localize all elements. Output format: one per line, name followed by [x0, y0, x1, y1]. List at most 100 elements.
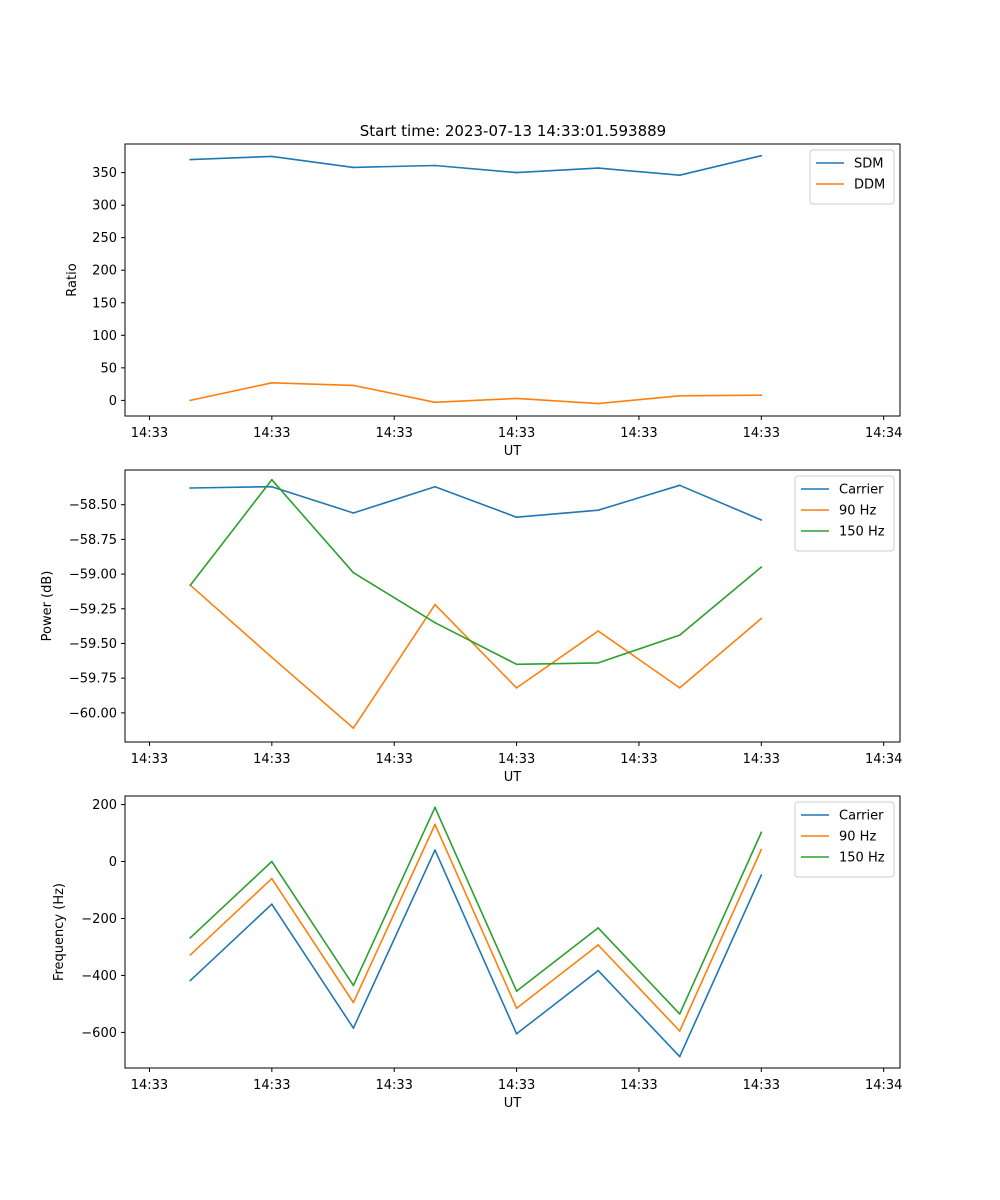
- y-tick-label: 250: [92, 231, 117, 246]
- legend-label: 150 Hz: [839, 525, 885, 540]
- y-tick-label: −58.75: [69, 533, 117, 548]
- data-point: [515, 990, 518, 992]
- legend-label: SDM: [854, 157, 883, 172]
- plot-frame: [124, 143, 901, 417]
- data-point: [352, 512, 355, 514]
- data-point: [515, 1007, 518, 1010]
- legend-label: 90 Hz: [839, 830, 876, 845]
- x-tick-label: 14:33: [375, 426, 412, 441]
- data-point: [434, 823, 436, 826]
- data-point: [760, 154, 763, 157]
- data-point: [678, 394, 681, 397]
- data-point: [189, 158, 192, 161]
- legend-label: 90 Hz: [839, 504, 876, 519]
- data-point: [515, 663, 518, 666]
- series-line-150-hz: [189, 478, 762, 666]
- data-point: [352, 984, 355, 987]
- data-point: [189, 979, 192, 982]
- legend-label: DDM: [854, 178, 885, 193]
- data-point: [352, 1027, 355, 1030]
- x-tick-label: 14:34: [865, 1078, 902, 1093]
- data-point: [189, 584, 192, 587]
- y-tick-label: −59.00: [69, 568, 117, 583]
- data-point: [515, 1032, 518, 1035]
- x-tick-label: 14:33: [498, 752, 535, 767]
- x-tick-label: 14:34: [865, 426, 902, 441]
- data-point: [270, 877, 273, 880]
- data-point: [760, 831, 763, 834]
- y-tick-label: 200: [92, 798, 117, 813]
- x-tick-label: 14:33: [743, 1078, 780, 1093]
- legend-label: Carrier: [839, 483, 884, 498]
- legend-label: Carrier: [839, 809, 884, 824]
- x-axis-label: UT: [504, 1096, 522, 1111]
- data-point: [352, 1001, 355, 1004]
- data-point: [597, 167, 600, 169]
- legend-box: [794, 801, 895, 878]
- x-tick-label: 14:33: [743, 426, 780, 441]
- y-tick-label: 0: [109, 394, 117, 409]
- data-point: [352, 727, 355, 730]
- data-point: [678, 484, 681, 487]
- data-point: [352, 571, 355, 574]
- data-point: [597, 926, 600, 929]
- x-tick-label: 14:33: [498, 426, 535, 441]
- data-point: [434, 603, 436, 606]
- y-tick-label: 350: [92, 166, 117, 181]
- data-point: [760, 874, 763, 877]
- y-tick-label: 100: [92, 329, 117, 344]
- y-tick-label: −600: [81, 1026, 117, 1041]
- x-tick-label: 14:33: [620, 426, 657, 441]
- data-point: [434, 621, 436, 624]
- legend-box: [794, 475, 895, 552]
- data-point: [434, 806, 436, 809]
- x-tick-label: 14:33: [743, 752, 780, 767]
- data-point: [434, 849, 436, 852]
- x-tick-label: 14:33: [253, 426, 290, 441]
- series-line-ddm: [190, 381, 762, 405]
- y-tick-label: −59.25: [69, 602, 117, 617]
- data-point: [270, 485, 273, 488]
- data-point: [678, 686, 681, 689]
- data-point: [597, 944, 600, 946]
- data-point: [515, 516, 518, 519]
- data-point: [597, 509, 600, 512]
- data-point: [678, 634, 681, 637]
- series-line-90-hz: [189, 584, 762, 729]
- x-tick-label: 14:33: [131, 1078, 168, 1093]
- y-tick-label: −400: [81, 969, 117, 984]
- data-point: [352, 166, 355, 169]
- data-point: [678, 174, 681, 177]
- data-point: [597, 630, 600, 632]
- data-point: [434, 164, 436, 167]
- x-tick-label: 14:34: [865, 752, 902, 767]
- data-point: [352, 384, 355, 387]
- series-line-150-hz: [189, 806, 763, 1015]
- x-tick-label: 14:33: [498, 1078, 535, 1093]
- x-tick-label: 14:33: [375, 1078, 412, 1093]
- y-tick-label: −60.00: [69, 706, 117, 721]
- data-point: [678, 1012, 681, 1015]
- data-point: [434, 401, 436, 404]
- data-point: [189, 487, 192, 489]
- data-point: [597, 402, 600, 405]
- data-point: [270, 656, 273, 659]
- data-point: [515, 686, 518, 689]
- data-point: [270, 478, 273, 481]
- plot-frame: [124, 469, 901, 743]
- y-tick-label: 50: [100, 361, 117, 376]
- data-point: [270, 155, 273, 158]
- y-tick-label: 150: [92, 296, 117, 311]
- y-tick-label: 200: [92, 264, 117, 279]
- plot-frame: [124, 795, 901, 1069]
- series-line-90-hz: [189, 823, 763, 1032]
- series-line-sdm: [190, 154, 762, 176]
- data-point: [760, 394, 763, 397]
- data-point: [597, 661, 600, 664]
- data-point: [678, 1055, 681, 1058]
- data-point: [760, 848, 763, 851]
- y-axis-label: Ratio: [65, 263, 80, 296]
- y-axis-label: Power (dB): [40, 571, 55, 642]
- series-line-carrier: [190, 484, 762, 521]
- data-point: [515, 171, 518, 174]
